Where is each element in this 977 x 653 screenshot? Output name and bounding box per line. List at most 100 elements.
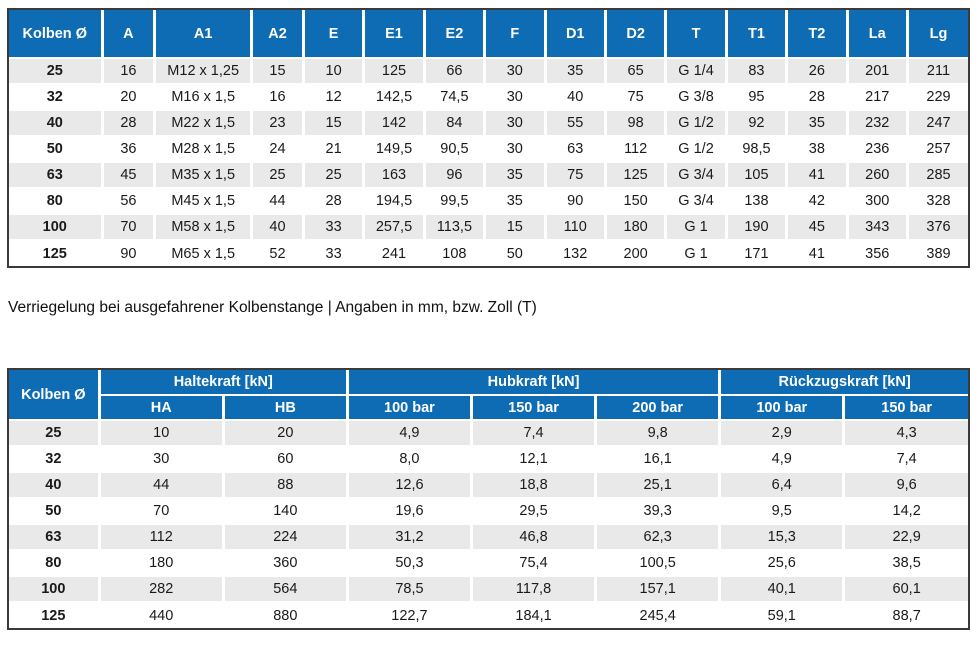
value-cell: 117,8 bbox=[471, 576, 598, 603]
piston-diameter-cell: 100 bbox=[9, 576, 101, 603]
forces-table: Kolben Ø Haltekraft [kN] Hubkraft [kN] Rück… bbox=[9, 370, 968, 628]
piston-diameter-cell: 32 bbox=[9, 446, 101, 473]
table-row: 40 28 M22 x 1,5 23 15 142 84 30 55 98 G 1/2 92 35 232… bbox=[9, 110, 968, 137]
value-cell: 15 bbox=[484, 214, 547, 241]
value-cell: 30 bbox=[484, 84, 547, 111]
column-header: Kolben Ø bbox=[9, 10, 104, 59]
value-cell: 60,1 bbox=[843, 576, 968, 603]
value-cell: 142,5 bbox=[363, 84, 426, 111]
table-row: 50 36 M28 x 1,5 24 21 149,5 90,5 30 63 112 G 1/2 98… bbox=[9, 136, 968, 163]
value-cell: 300 bbox=[847, 188, 909, 215]
value-cell: M65 x 1,5 bbox=[154, 240, 254, 266]
piston-diameter-cell: 40 bbox=[9, 472, 101, 499]
corner-header: Kolben Ø bbox=[9, 370, 101, 421]
value-cell: 25 bbox=[251, 162, 305, 189]
value-cell: 35 bbox=[484, 188, 547, 215]
sub-column-header: 100 bar bbox=[719, 395, 846, 421]
value-cell: 18,8 bbox=[471, 472, 598, 499]
value-cell: 44 bbox=[99, 472, 225, 499]
column-header: T1 bbox=[726, 10, 789, 59]
piston-diameter-cell: 50 bbox=[9, 136, 104, 163]
value-cell: 25 bbox=[303, 162, 366, 189]
value-cell: 30 bbox=[484, 110, 547, 137]
value-cell: 29,5 bbox=[471, 498, 598, 525]
value-cell: M22 x 1,5 bbox=[154, 110, 254, 137]
value-cell: 880 bbox=[223, 602, 349, 628]
value-cell: 149,5 bbox=[363, 136, 426, 163]
value-cell: 62,3 bbox=[595, 524, 722, 551]
value-cell: 90,5 bbox=[424, 136, 487, 163]
value-cell: 10 bbox=[99, 420, 225, 447]
value-cell: 35 bbox=[786, 110, 849, 137]
value-cell: 194,5 bbox=[363, 188, 426, 215]
value-cell: 20 bbox=[223, 420, 349, 447]
value-cell: M12 x 1,25 bbox=[154, 58, 254, 85]
value-cell: 23 bbox=[251, 110, 305, 137]
value-cell: 9,8 bbox=[595, 420, 722, 447]
value-cell: 4,9 bbox=[719, 446, 846, 473]
value-cell: 28 bbox=[786, 84, 849, 111]
forces-table-header: Kolben Ø Haltekraft [kN] Hubkraft [kN] Rück… bbox=[9, 370, 968, 421]
table-row: 80 56 M45 x 1,5 44 28 194,5 99,5 35 90 150 G 3/4 13… bbox=[9, 188, 968, 215]
value-cell: 30 bbox=[484, 136, 547, 163]
value-cell: 70 bbox=[102, 214, 157, 241]
value-cell: 22,9 bbox=[843, 524, 968, 551]
piston-diameter-cell: 80 bbox=[9, 550, 101, 577]
value-cell: 26 bbox=[786, 58, 849, 85]
value-cell: 125 bbox=[605, 162, 668, 189]
value-cell: 50,3 bbox=[347, 550, 473, 577]
value-cell: 60 bbox=[223, 446, 349, 473]
value-cell: G 1/2 bbox=[665, 110, 728, 137]
piston-diameter-cell: 125 bbox=[9, 240, 104, 266]
value-cell: 2,9 bbox=[719, 420, 846, 447]
value-cell: 140 bbox=[223, 498, 349, 525]
value-cell: 75 bbox=[545, 162, 607, 189]
group-header: Hubkraft [kN] bbox=[347, 370, 722, 396]
value-cell: 257 bbox=[907, 136, 968, 163]
value-cell: 163 bbox=[363, 162, 426, 189]
value-cell: 157,1 bbox=[595, 576, 722, 603]
value-cell: 4,9 bbox=[347, 420, 473, 447]
value-cell: 70 bbox=[99, 498, 225, 525]
value-cell: 112 bbox=[99, 524, 225, 551]
value-cell: 236 bbox=[847, 136, 909, 163]
table-row: 32 30 60 8,0 12,1 16,1 4,9 7,4 bbox=[9, 446, 968, 473]
value-cell: 10 bbox=[303, 58, 366, 85]
value-cell: 45 bbox=[102, 162, 157, 189]
sub-column-header: 100 bar bbox=[347, 395, 473, 421]
value-cell: 200 bbox=[605, 240, 668, 266]
column-header: T2 bbox=[786, 10, 849, 59]
piston-diameter-cell: 63 bbox=[9, 162, 104, 189]
value-cell: 285 bbox=[907, 162, 968, 189]
value-cell: 40 bbox=[251, 214, 305, 241]
piston-diameter-cell: 125 bbox=[9, 602, 101, 628]
value-cell: 184,1 bbox=[471, 602, 598, 628]
value-cell: G 1/4 bbox=[665, 58, 728, 85]
value-cell: 224 bbox=[223, 524, 349, 551]
forces-table-container: Kolben Ø Haltekraft [kN] Hubkraft [kN] Rück… bbox=[7, 368, 970, 630]
value-cell: 96 bbox=[424, 162, 487, 189]
value-cell: M16 x 1,5 bbox=[154, 84, 254, 111]
value-cell: 98,5 bbox=[726, 136, 789, 163]
value-cell: 88 bbox=[223, 472, 349, 499]
value-cell: 110 bbox=[545, 214, 607, 241]
value-cell: 84 bbox=[424, 110, 487, 137]
column-header: La bbox=[847, 10, 909, 59]
value-cell: 30 bbox=[99, 446, 225, 473]
value-cell: 88,7 bbox=[843, 602, 968, 628]
value-cell: 7,4 bbox=[843, 446, 968, 473]
table-row: 63 45 M35 x 1,5 25 25 163 96 35 75 125 G 3/4 105 41 2… bbox=[9, 162, 968, 189]
value-cell: 105 bbox=[726, 162, 789, 189]
value-cell: 66 bbox=[424, 58, 487, 85]
dimensions-table: Kolben Ø A A1 A2 E E1 E2 F D1 D2 T T1 T2 La Lg 25 16 M12… bbox=[9, 10, 968, 266]
value-cell: 65 bbox=[605, 58, 668, 85]
value-cell: 35 bbox=[545, 58, 607, 85]
value-cell: 38 bbox=[786, 136, 849, 163]
table-row: 63 112 224 31,2 46,8 62,3 15,3 22,9 bbox=[9, 524, 968, 551]
table-row: 50 70 140 19,6 29,5 39,3 9,5 14,2 bbox=[9, 498, 968, 525]
value-cell: 46,8 bbox=[471, 524, 598, 551]
value-cell: 74,5 bbox=[424, 84, 487, 111]
value-cell: M58 x 1,5 bbox=[154, 214, 254, 241]
value-cell: 42 bbox=[786, 188, 849, 215]
